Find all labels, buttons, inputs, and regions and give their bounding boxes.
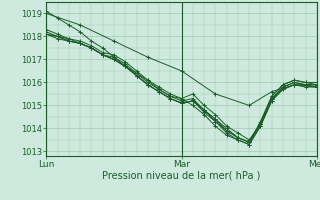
- X-axis label: Pression niveau de la mer( hPa ): Pression niveau de la mer( hPa ): [102, 171, 261, 181]
